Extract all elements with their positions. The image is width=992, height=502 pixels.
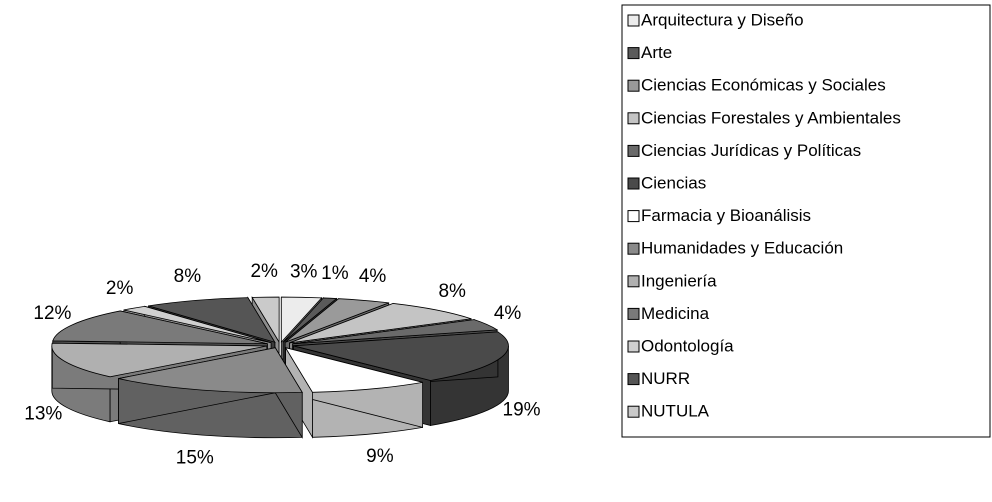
slice <box>284 298 389 343</box>
slice <box>293 331 509 381</box>
legend-swatch <box>627 275 640 288</box>
legend-label: Ciencias Económicas y Sociales <box>641 76 886 95</box>
slice <box>123 305 272 344</box>
legend-label: Ingeniería <box>641 271 717 290</box>
slice <box>51 342 267 378</box>
data-label: 4% <box>359 266 387 287</box>
slice <box>284 347 423 393</box>
slice <box>282 297 338 343</box>
data-label: 1% <box>321 263 349 284</box>
data-label: 15% <box>176 448 214 469</box>
legend-swatch <box>627 242 640 255</box>
slice <box>289 303 472 344</box>
legend-swatch <box>627 307 640 320</box>
pie: 3% 1% 4% 8% 4% 19% 9% 15% 13% 12% 2% 8% 2% <box>24 261 540 469</box>
legend-swatch <box>627 144 640 157</box>
data-label: 2% <box>250 261 278 282</box>
legend-label: NURR <box>641 369 690 388</box>
slice <box>280 296 323 344</box>
legend-label: Arte <box>641 43 672 62</box>
slice <box>118 347 303 394</box>
legend-swatch <box>627 210 640 223</box>
data-label: 19% <box>503 399 541 420</box>
legend-swatch <box>627 47 640 60</box>
legend-swatch <box>627 373 640 386</box>
legend-label: Arquitectura y Diseño <box>641 10 804 29</box>
legend-swatch <box>627 79 640 92</box>
slice <box>148 297 276 343</box>
legend-swatch <box>627 14 640 27</box>
legend: Arquitectura y Diseño Arte Ciencias Económ… <box>627 10 901 421</box>
legend-label: Farmacia y Bioanálisis <box>641 206 811 225</box>
slice <box>251 296 280 344</box>
legend-label: Ciencias <box>641 173 706 192</box>
data-label: 2% <box>106 278 134 299</box>
legend-label: Humanidades y Educación <box>641 239 843 258</box>
data-label: 3% <box>290 261 318 282</box>
data-label: 8% <box>438 281 466 302</box>
legend-label: Medicina <box>641 304 710 323</box>
data-label: 13% <box>24 404 62 425</box>
legend-swatch <box>627 405 640 418</box>
legend-swatch <box>627 340 640 353</box>
slice <box>52 310 268 345</box>
data-label: 12% <box>33 303 71 324</box>
slice <box>292 319 499 345</box>
legend-label: Odontología <box>641 336 734 355</box>
legend-label: Ciencias Forestales y Ambientales <box>641 108 901 127</box>
legend-box <box>621 4 991 438</box>
legend-swatch <box>627 177 640 190</box>
legend-label: NUTULA <box>641 402 710 421</box>
legend-label: Ciencias Jurídicas y Políticas <box>641 141 861 160</box>
data-label: 9% <box>366 446 394 467</box>
data-label: 4% <box>494 303 522 324</box>
data-label: 8% <box>174 266 202 287</box>
legend-swatch <box>627 112 640 125</box>
